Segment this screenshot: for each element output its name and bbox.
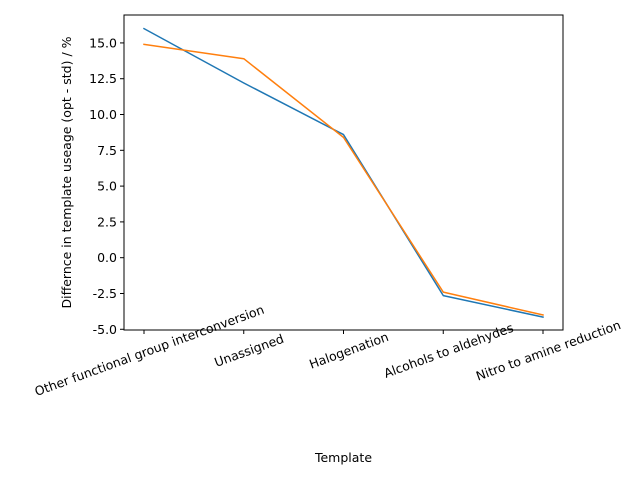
y-tick-label: 7.5 bbox=[97, 143, 117, 158]
y-axis: -5.0 -2.5 0.0 2.5 5.0 7.5 10.0 12.5 15.0 bbox=[89, 35, 124, 337]
y-tick-label: 2.5 bbox=[97, 214, 117, 229]
y-axis-label: Differnce in template useage (opt - std)… bbox=[59, 36, 74, 308]
y-tick-label: 12.5 bbox=[89, 71, 117, 86]
plot-area bbox=[124, 15, 563, 330]
series-line-2 bbox=[143, 43, 544, 316]
series-line-1 bbox=[142, 27, 544, 318]
y-tick-label: 0.0 bbox=[97, 250, 117, 265]
y-tick-label: -5.0 bbox=[93, 322, 117, 337]
y-tick-label: 5.0 bbox=[97, 179, 117, 194]
series-layer bbox=[142, 27, 544, 318]
y-tick-label: 10.0 bbox=[89, 107, 117, 122]
x-axis-label: Template bbox=[314, 450, 372, 465]
y-tick-label: -2.5 bbox=[93, 286, 117, 301]
x-tick-label: Halogenation bbox=[307, 329, 390, 372]
x-tick-label: Unassigned bbox=[212, 331, 285, 370]
y-tick-label: 15.0 bbox=[89, 35, 117, 50]
